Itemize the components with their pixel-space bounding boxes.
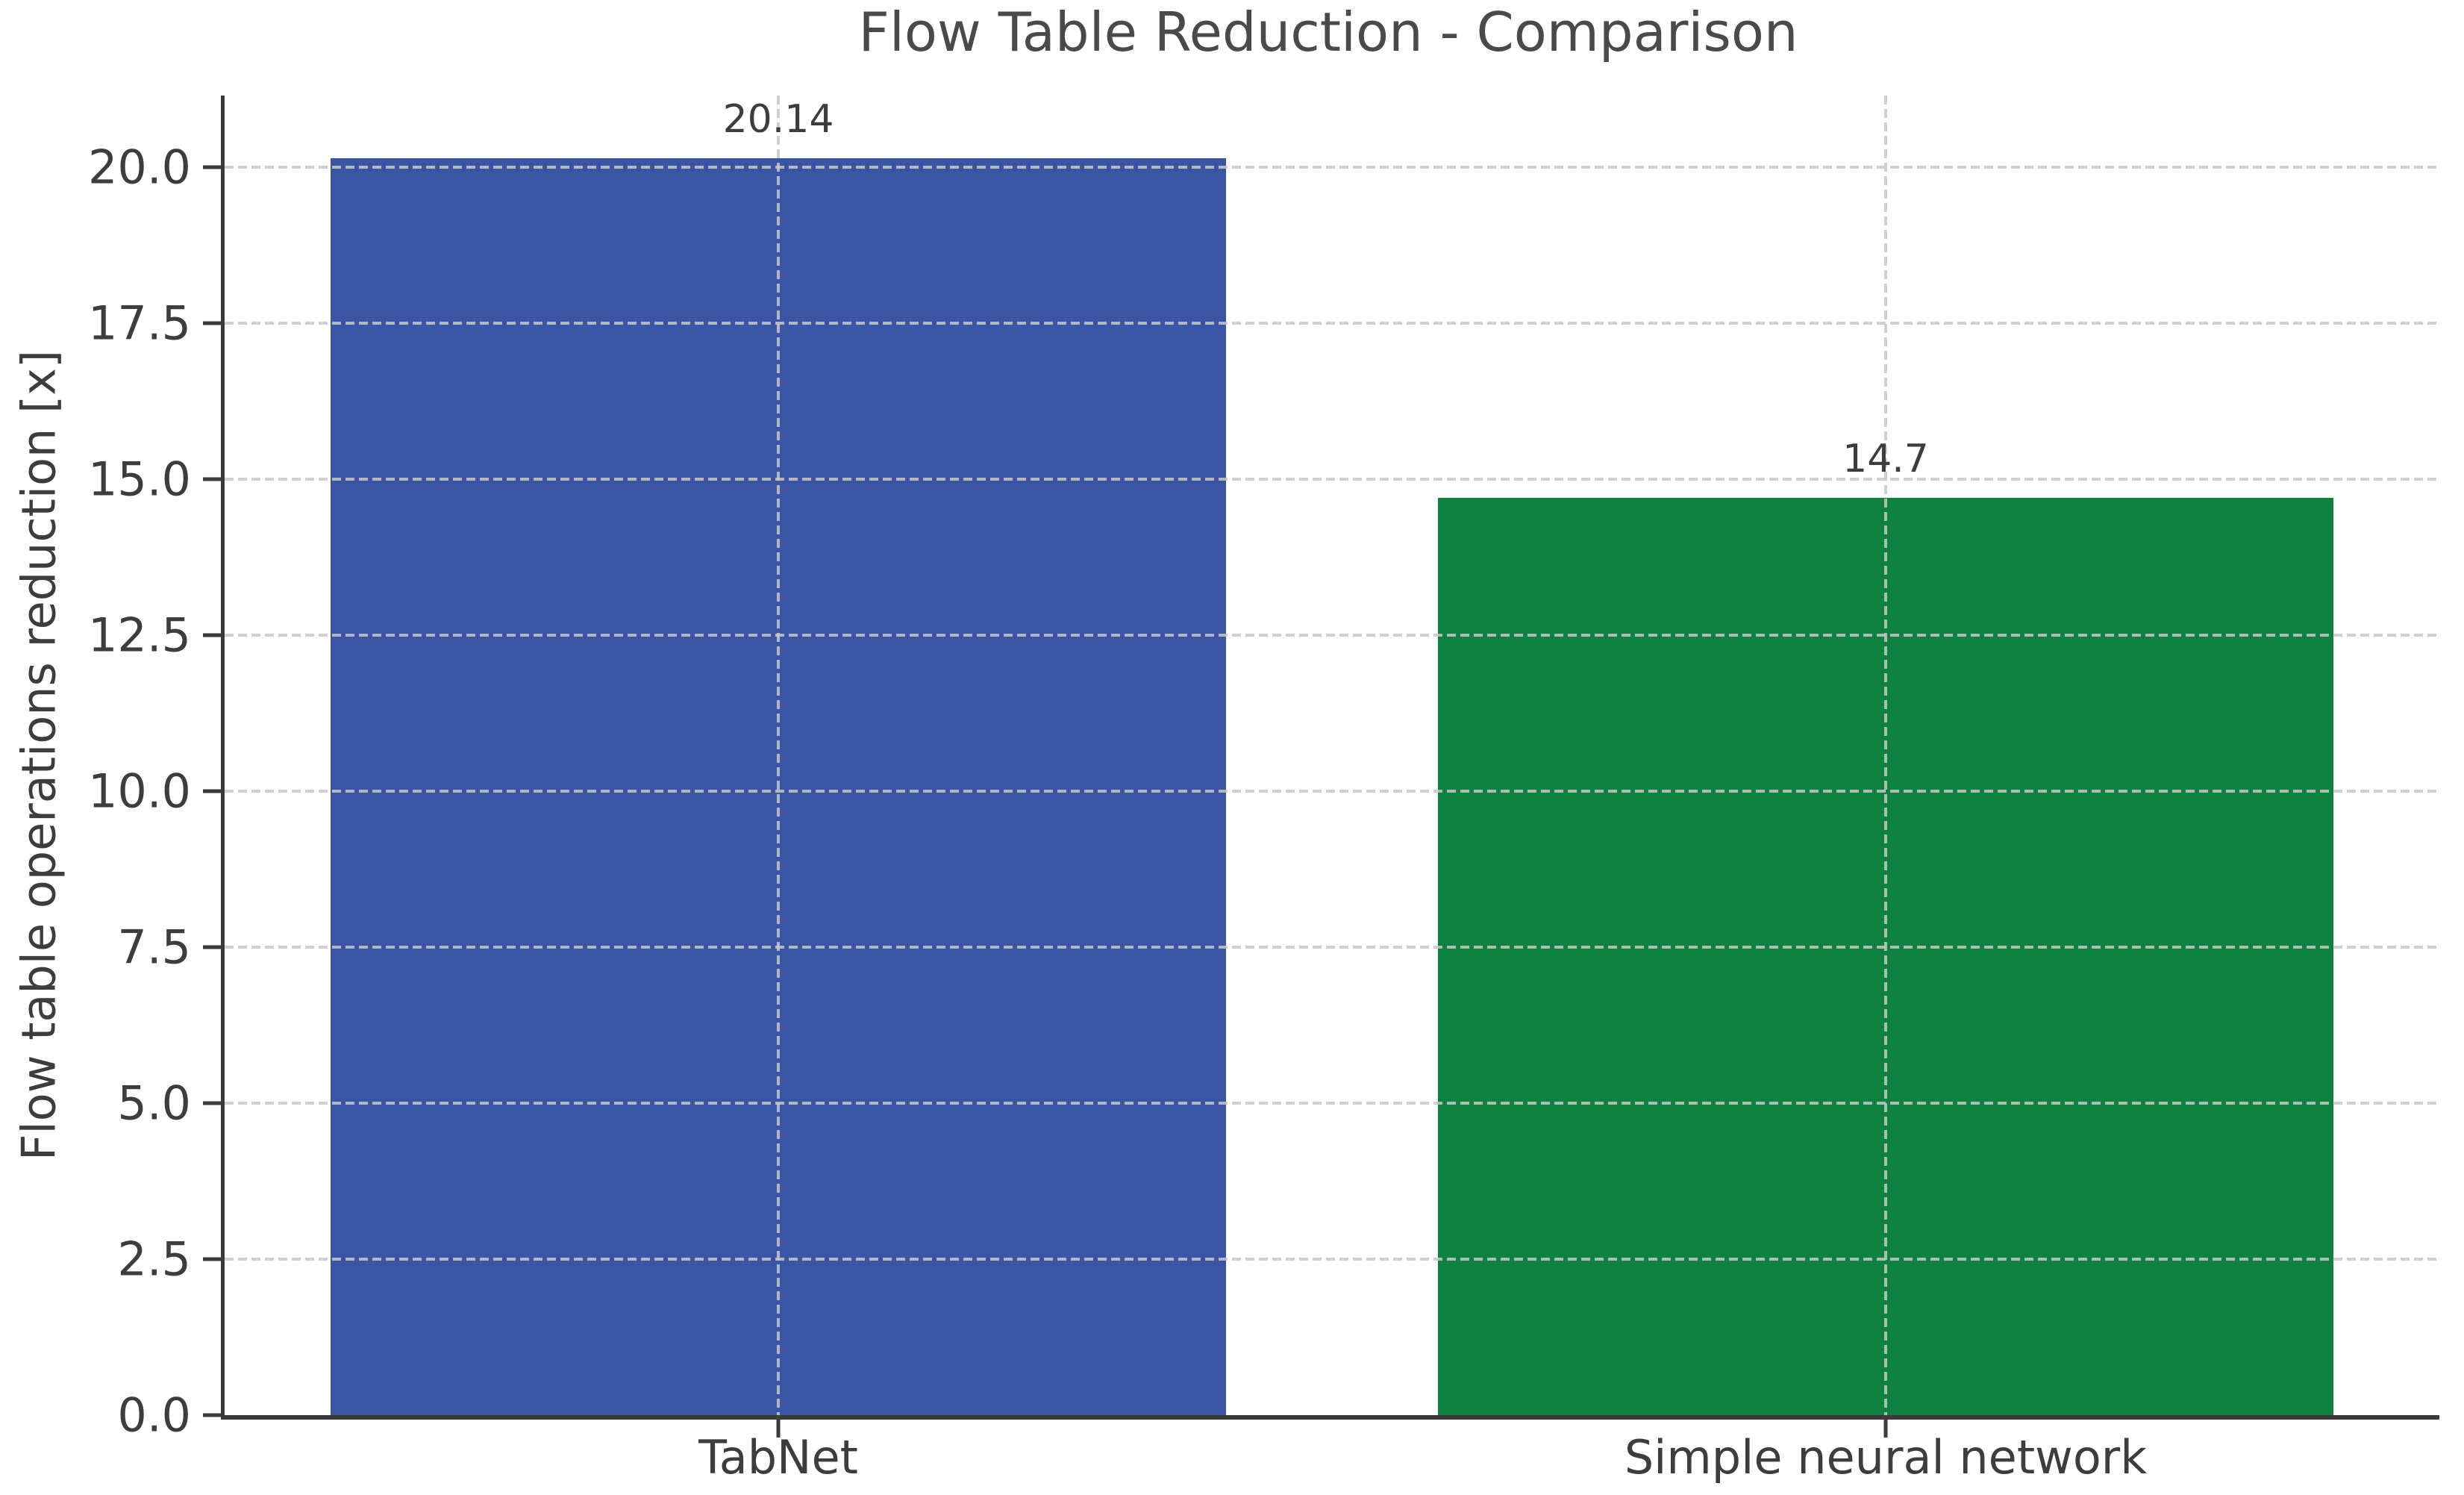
y-gridline xyxy=(225,166,2439,169)
y-gridline xyxy=(225,790,2439,793)
y-tick-label: 17.5 xyxy=(87,296,191,351)
x-tick-mark xyxy=(1883,1420,1888,1438)
y-tick-mark xyxy=(203,1101,221,1105)
y-tick-mark xyxy=(203,789,221,793)
y-tick-mark xyxy=(203,945,221,949)
y-gridline xyxy=(225,478,2439,481)
y-tick-label: 7.5 xyxy=(117,920,191,975)
y-tick-mark xyxy=(203,1257,221,1261)
y-gridline xyxy=(225,1102,2439,1105)
x-gridline xyxy=(777,96,780,1415)
y-gridline xyxy=(225,634,2439,637)
y-tick-label: 0.0 xyxy=(117,1388,191,1443)
chart-title: Flow Table Reduction - Comparison xyxy=(858,1,1798,63)
y-tick-mark xyxy=(203,633,221,637)
y-tick-label: 2.5 xyxy=(117,1232,191,1287)
y-tick-label: 20.0 xyxy=(87,140,191,195)
bar-value-label: 20.14 xyxy=(722,97,834,143)
y-tick-label: 5.0 xyxy=(117,1076,191,1131)
y-gridline xyxy=(225,946,2439,949)
bar-value-label: 14.7 xyxy=(1842,437,1929,482)
x-gridline xyxy=(1884,96,1887,1415)
plot-area: TabNet 20.14 Simple neural network 14.7 xyxy=(203,96,2439,1485)
y-tick-mark xyxy=(203,1413,221,1417)
y-tick-mark xyxy=(203,321,221,325)
y-tick-label: 10.0 xyxy=(87,764,191,819)
x-tick-mark xyxy=(776,1420,781,1438)
y-gridline xyxy=(225,1258,2439,1261)
y-tick-label: 12.5 xyxy=(87,608,191,663)
y-tick-mark xyxy=(203,477,221,481)
y-tick-mark xyxy=(203,165,221,169)
x-tick-label: Simple neural network xyxy=(1624,1430,2148,1485)
y-tick-label: 15.0 xyxy=(87,452,191,507)
y-gridline xyxy=(225,322,2439,325)
x-tick-label: TabNet xyxy=(698,1430,858,1485)
